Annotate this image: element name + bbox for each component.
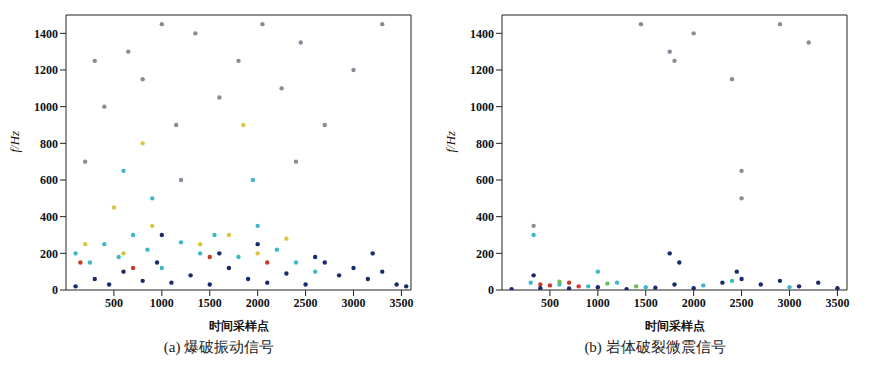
svg-text:时间采样点: 时间采样点 — [209, 319, 269, 333]
svg-text:1000: 1000 — [586, 296, 610, 310]
svg-text:2500: 2500 — [730, 296, 754, 310]
svg-text:3500: 3500 — [389, 296, 413, 310]
svg-text:800: 800 — [40, 137, 58, 151]
svg-text:1000: 1000 — [470, 100, 494, 114]
svg-text:1200: 1200 — [34, 63, 58, 77]
html-text:(b) 岩体破裂微震信号: (b) 岩体破裂微震信号 — [584, 339, 726, 355]
svg-text:0: 0 — [488, 283, 494, 297]
svg-text:1500: 1500 — [198, 296, 222, 310]
svg-text:2500: 2500 — [294, 296, 318, 310]
svg-text:时间采样点: 时间采样点 — [645, 319, 705, 333]
svg-text:f/Hz: f/Hz — [443, 131, 458, 153]
svg-text:3000: 3000 — [778, 296, 802, 310]
svg-text:1000: 1000 — [150, 296, 174, 310]
svg-text:500: 500 — [541, 296, 559, 310]
svg-text:1400: 1400 — [470, 27, 494, 41]
svg-text:1400: 1400 — [34, 27, 58, 41]
svg-text:2000: 2000 — [246, 296, 270, 310]
svg-text:200: 200 — [476, 247, 494, 261]
svg-text:600: 600 — [476, 173, 494, 187]
svg-text:3500: 3500 — [825, 296, 849, 310]
svg-text:1200: 1200 — [470, 63, 494, 77]
svg-text:600: 600 — [40, 173, 58, 187]
svg-text:1000: 1000 — [34, 100, 58, 114]
svg-text:1500: 1500 — [634, 296, 658, 310]
svg-text:f/Hz: f/Hz — [7, 131, 22, 153]
svg-text:200: 200 — [40, 247, 58, 261]
svg-text:0: 0 — [52, 283, 58, 297]
svg-text:800: 800 — [476, 137, 494, 151]
svg-text:400: 400 — [40, 210, 58, 224]
svg-text:400: 400 — [476, 210, 494, 224]
html-text:(a) 爆破振动信号: (a) 爆破振动信号 — [163, 339, 275, 355]
svg-text:500: 500 — [105, 296, 123, 310]
svg-text:2000: 2000 — [682, 296, 706, 310]
svg-text:3000: 3000 — [342, 296, 366, 310]
